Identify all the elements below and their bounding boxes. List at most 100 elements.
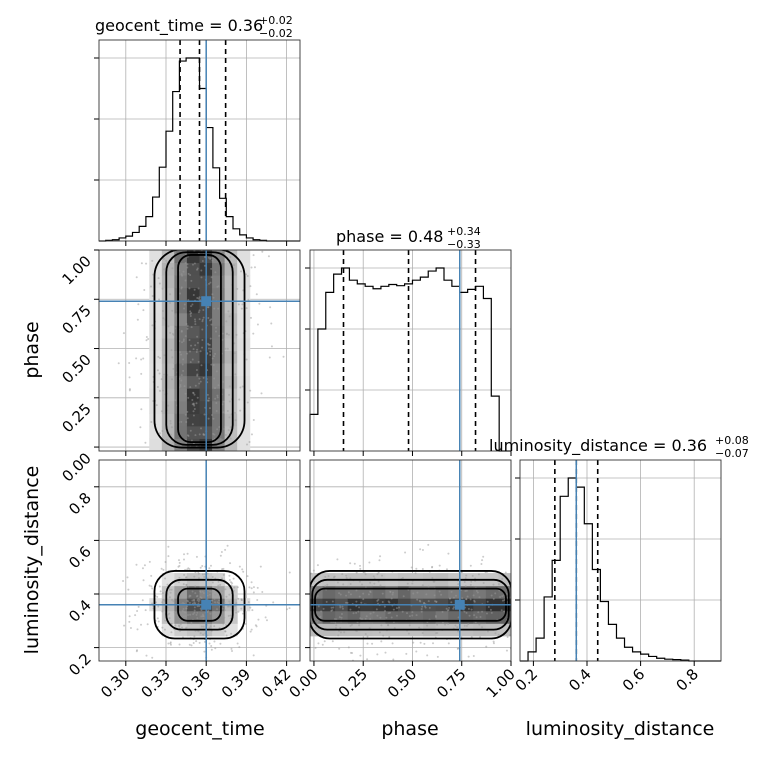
sample-point — [213, 625, 216, 628]
sample-point — [448, 606, 451, 609]
sample-point — [135, 276, 138, 279]
sample-point — [225, 320, 228, 323]
sample-point — [128, 620, 131, 623]
sample-point — [404, 551, 407, 554]
density-cell — [149, 300, 163, 314]
density-cell — [149, 400, 163, 414]
sample-point — [202, 433, 205, 436]
sample-point — [150, 421, 153, 424]
sample-point — [197, 630, 200, 633]
sample-point — [141, 599, 144, 602]
sample-point — [339, 593, 342, 596]
sample-point — [117, 362, 120, 365]
sample-point — [504, 571, 507, 574]
sample-point — [163, 628, 166, 631]
sample-point — [235, 333, 238, 336]
sample-point — [212, 296, 215, 299]
sample-point — [231, 582, 234, 585]
sample-point — [486, 600, 489, 603]
sample-point — [464, 577, 467, 580]
sample-point — [282, 355, 285, 358]
sample-point — [450, 601, 453, 604]
sample-point — [170, 622, 173, 625]
sample-point — [385, 616, 388, 619]
title-phase-sup: +0.34 — [447, 225, 481, 238]
sample-point — [182, 607, 185, 610]
sample-point — [198, 377, 201, 380]
sample-point — [369, 591, 372, 594]
sample-point — [465, 574, 468, 577]
sample-point — [179, 385, 182, 388]
sample-point — [349, 577, 352, 580]
sample-point — [234, 419, 237, 422]
sample-point — [200, 427, 203, 430]
sample-point — [376, 653, 379, 656]
y-axis-label-phase: phase — [21, 321, 43, 378]
sample-point — [212, 432, 215, 435]
sample-point — [194, 323, 197, 326]
sample-point — [259, 565, 262, 568]
sample-point — [213, 640, 216, 643]
sample-point — [221, 332, 224, 335]
sample-point — [436, 623, 439, 626]
sample-point — [186, 327, 189, 330]
sample-point — [436, 632, 439, 635]
sample-point — [481, 559, 484, 562]
sample-point — [256, 586, 259, 589]
sample-point — [188, 601, 191, 604]
sample-point — [250, 587, 253, 590]
density-cell — [224, 312, 238, 326]
sample-point — [230, 632, 233, 635]
sample-point — [194, 585, 197, 588]
sample-point — [215, 370, 218, 373]
density-cell — [397, 610, 411, 624]
sample-point — [217, 580, 220, 583]
sample-point — [349, 608, 352, 611]
sample-point — [210, 644, 213, 647]
density-cell — [174, 388, 188, 402]
sample-point — [199, 350, 202, 353]
sample-point — [182, 615, 185, 618]
sample-point — [194, 434, 197, 437]
sample-point — [209, 347, 212, 350]
sample-point — [440, 593, 443, 596]
sample-point — [151, 295, 154, 298]
sample-point — [222, 605, 225, 608]
sample-point — [193, 599, 196, 602]
sample-point — [161, 592, 164, 595]
sample-point — [473, 599, 476, 602]
sample-point — [368, 627, 371, 630]
sample-point — [208, 282, 211, 285]
sample-point — [219, 642, 222, 645]
sample-point — [249, 630, 252, 633]
sample-point — [203, 640, 206, 643]
sample-point — [192, 613, 195, 616]
sample-point — [168, 588, 171, 591]
sample-point — [208, 642, 211, 645]
sample-point — [185, 583, 188, 586]
sample-point — [202, 633, 205, 636]
joint-body — [310, 543, 511, 661]
title-geocent-time-main: geocent_time = 0.36 — [95, 16, 263, 36]
sample-point — [207, 589, 210, 592]
density-cell — [310, 573, 324, 587]
sample-point — [489, 608, 492, 611]
density-cell — [161, 363, 175, 377]
sample-point — [445, 607, 448, 610]
sample-point — [333, 618, 336, 621]
sample-point — [202, 308, 205, 311]
sample-point — [193, 288, 196, 291]
sample-point — [255, 293, 258, 296]
sample-point — [208, 397, 211, 400]
sample-point — [240, 598, 243, 601]
sample-point — [392, 608, 395, 611]
sample-point — [236, 287, 239, 290]
sample-point — [210, 276, 213, 279]
sample-point — [353, 562, 356, 565]
sample-point — [211, 442, 214, 445]
sample-point — [475, 616, 478, 619]
sample-point — [355, 571, 358, 574]
sample-point — [174, 399, 177, 402]
sample-point — [134, 614, 137, 617]
sample-point — [195, 640, 198, 643]
